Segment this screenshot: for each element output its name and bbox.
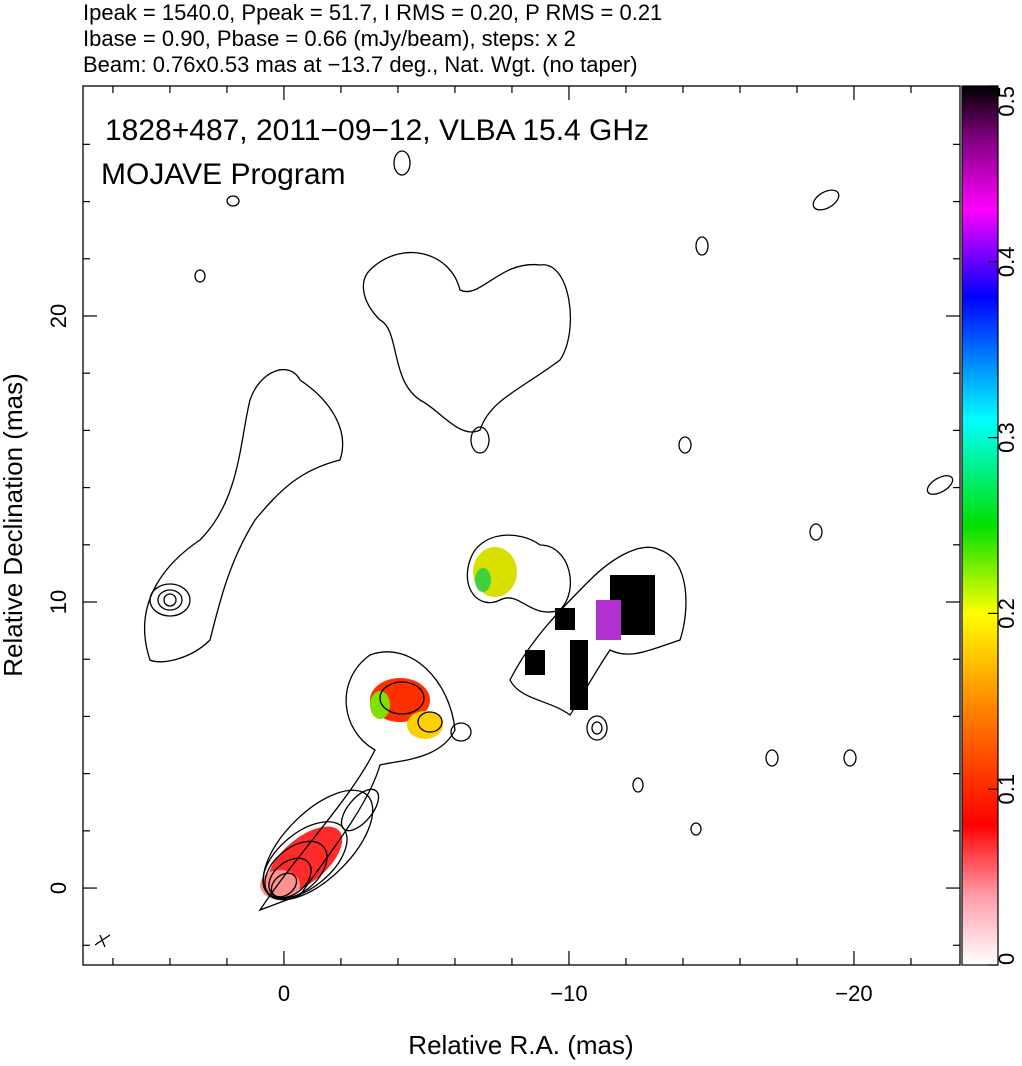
pol-blob	[370, 691, 390, 719]
y-tick-label: 0	[46, 882, 71, 894]
pol-blob	[475, 568, 491, 592]
y-axis-label: Relative Declination (mas)	[0, 373, 28, 676]
pol-blob	[407, 711, 443, 739]
map-subtitle: MOJAVE Program	[101, 158, 346, 191]
x-axis-label: Relative R.A. (mas)	[408, 1030, 633, 1060]
header-line: Ipeak = 1540.0, Ppeak = 51.7, I RMS = 0.…	[83, 0, 662, 25]
map-image	[94, 150, 954, 948]
colorbar-tick-label: 0.3	[994, 422, 1019, 453]
colorbar-tick-label: 0	[994, 953, 1019, 965]
plot-frame	[82, 85, 961, 966]
y-tick-label: 10	[46, 590, 71, 614]
x-tick-label: −10	[550, 981, 587, 1006]
colorbar-tick-label: 0.4	[994, 247, 1019, 278]
x-tick-label: −20	[835, 981, 872, 1006]
contours	[144, 150, 954, 912]
header-line: Ibase = 0.90, Pbase = 0.66 (mJy/beam), s…	[83, 26, 576, 51]
pol-blob	[525, 650, 545, 675]
colorbar	[961, 85, 999, 966]
y-tick-label: 20	[46, 304, 71, 328]
header-line: Beam: 0.76x0.53 mas at −13.7 deg., Nat. …	[83, 52, 638, 77]
pol-blob	[555, 608, 575, 630]
colorbar-tick-label: 0.1	[994, 774, 1019, 805]
map-title: 1828+487, 2011−09−12, VLBA 15.4 GHz	[105, 114, 649, 147]
colorbar-tick-label: 0.2	[994, 598, 1019, 629]
pol-blob	[596, 600, 621, 640]
beam	[94, 934, 111, 948]
colorbar-tick-label: 0.5	[994, 86, 1019, 117]
x-tick-label: 0	[278, 981, 290, 1006]
